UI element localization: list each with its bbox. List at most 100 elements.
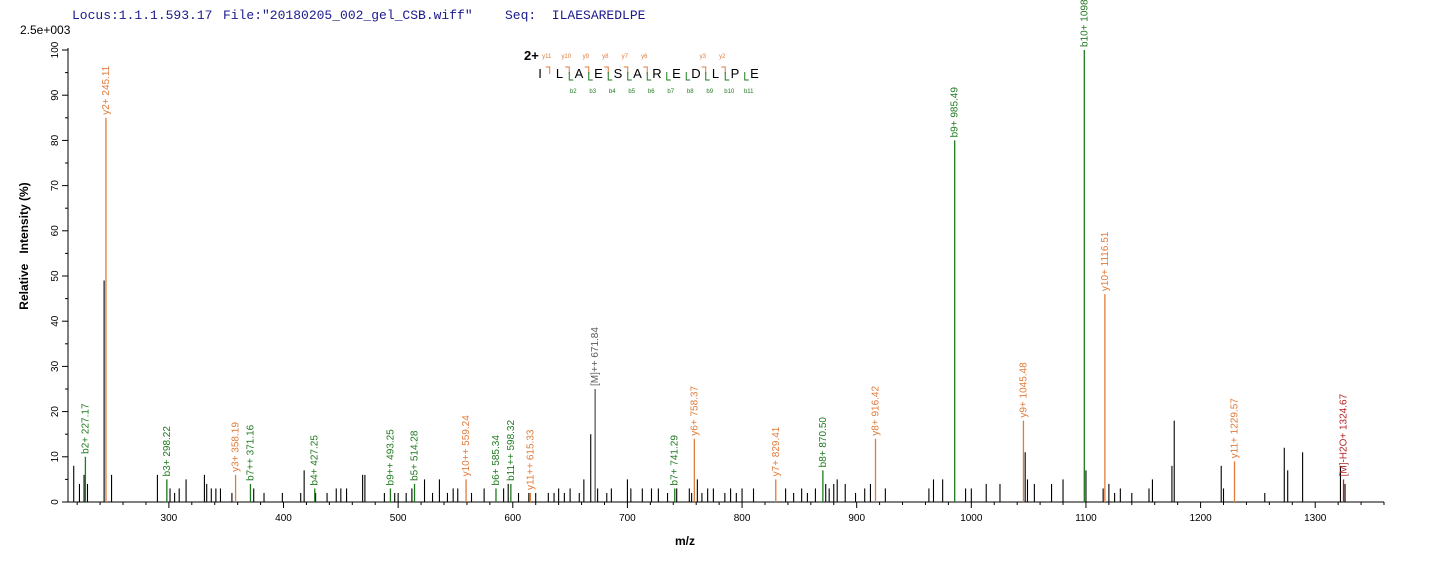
peak-label: b7+ 741.29 bbox=[670, 435, 681, 486]
peak-label: b3+ 298.22 bbox=[162, 426, 173, 477]
b-ion-label: b4 bbox=[609, 89, 616, 95]
b-ion-label: b2 bbox=[570, 89, 577, 95]
sequence-residue: L bbox=[712, 66, 719, 81]
b-cleavage-mark bbox=[744, 72, 749, 81]
y-tick-label: 70 bbox=[50, 180, 61, 192]
sequence-residue: E bbox=[750, 66, 759, 81]
y-tick-label: 30 bbox=[50, 360, 61, 372]
b-ion-label: b11 bbox=[744, 89, 754, 95]
peak-label: y11+ 1229.57 bbox=[1229, 398, 1240, 459]
peak-label: b2+ 227.17 bbox=[80, 403, 91, 454]
sequence-residue: I bbox=[538, 66, 542, 81]
peak-label: y7+ 829.41 bbox=[771, 426, 782, 476]
x-tick-label: 800 bbox=[734, 513, 751, 524]
y-cleavage-mark bbox=[701, 66, 707, 74]
peak-label: [M]-H2O+ 1324.67 bbox=[1338, 393, 1349, 476]
sequence-residue: E bbox=[594, 66, 603, 81]
x-tick-label: 1100 bbox=[1075, 513, 1097, 524]
locus-label: Locus:1.1.1.593.17 bbox=[72, 8, 213, 23]
y-tick-label: 20 bbox=[50, 406, 61, 418]
sequence-residue: A bbox=[575, 66, 584, 81]
sequence-label: Seq: ILAESAREDLPE bbox=[505, 8, 646, 23]
x-tick-label: 300 bbox=[161, 513, 178, 524]
y-cleavage-mark bbox=[623, 66, 629, 74]
peaks-group bbox=[73, 50, 1346, 502]
y-tick-label: 40 bbox=[50, 315, 61, 327]
x-tick-label: 400 bbox=[275, 513, 292, 524]
sequence-residue: D bbox=[691, 66, 700, 81]
b-cleavage-mark bbox=[646, 72, 652, 81]
sequence-residue: L bbox=[556, 66, 563, 81]
b-cleavage-mark bbox=[724, 72, 730, 81]
y-tick-label: 60 bbox=[50, 225, 61, 237]
y-cleavage-mark bbox=[721, 66, 726, 74]
y-tick-label: 10 bbox=[50, 451, 61, 463]
x-tick-label: 900 bbox=[848, 513, 865, 524]
y-cleavage-mark bbox=[643, 66, 648, 74]
y-tick-label: 50 bbox=[50, 270, 61, 282]
b-ion-label: b7 bbox=[667, 89, 674, 95]
b-cleavage-mark bbox=[666, 72, 671, 81]
y-ion-label: y6 bbox=[641, 54, 648, 60]
x-tick-label: 1300 bbox=[1304, 513, 1327, 524]
peak-label: y10++ 559.24 bbox=[461, 415, 472, 477]
y-cleavage-mark bbox=[584, 66, 590, 74]
y-max-label: 2.5e+003 bbox=[20, 23, 71, 37]
y-ion-label: y10 bbox=[561, 54, 571, 60]
b-ion-label: b8 bbox=[687, 89, 694, 95]
b-ion-label: b5 bbox=[628, 89, 635, 95]
b-ion-label: b6 bbox=[648, 89, 655, 95]
x-tick-label: 1200 bbox=[1189, 513, 1212, 524]
sequence-residue: A bbox=[633, 66, 642, 81]
y-ion-label: y3 bbox=[700, 54, 707, 60]
y-ion-label: y11 bbox=[542, 54, 552, 60]
b-ion-label: b10 bbox=[724, 89, 735, 95]
spectrum-header: Locus:1.1.1.593.17 File:"20180205_002_ge… bbox=[0, 0, 1436, 40]
peak-label: y2+ 245.11 bbox=[101, 65, 112, 114]
x-tick-label: 1000 bbox=[960, 513, 983, 524]
peak-label: y6+ 758.37 bbox=[689, 386, 700, 436]
peak-label: y11++ 615.33 bbox=[525, 429, 536, 490]
x-axis-title: m/z bbox=[675, 534, 695, 548]
x-tick-label: 700 bbox=[619, 513, 636, 524]
y-cleavage-mark bbox=[545, 66, 551, 74]
peak-label: b9++ 493.25 bbox=[385, 429, 396, 486]
y-ion-label: y8 bbox=[602, 54, 609, 60]
peak-label: y3+ 358.19 bbox=[231, 422, 242, 472]
peak-label: y8+ 916.42 bbox=[871, 386, 882, 436]
x-tick-label: 500 bbox=[390, 513, 407, 524]
x-tick-label: 600 bbox=[504, 513, 521, 524]
peak-label: b8+ 870.50 bbox=[818, 417, 829, 468]
peak-label: b11++ 598.32 bbox=[506, 419, 517, 480]
b-cleavage-mark bbox=[685, 72, 691, 81]
y-ion-label: y2 bbox=[719, 54, 726, 60]
sequence-residue: P bbox=[731, 66, 740, 81]
peak-label: b10+ 1098.57 bbox=[1079, 0, 1090, 47]
b-cleavage-mark bbox=[627, 72, 632, 81]
peak-label: [M]++ 671.84 bbox=[590, 327, 601, 386]
y-tick-label: 90 bbox=[50, 89, 61, 101]
y-cleavage-mark bbox=[565, 66, 570, 74]
y-tick-label: 0 bbox=[50, 499, 61, 505]
b-ion-label: b3 bbox=[589, 89, 596, 95]
peak-labels-group: b2+ 227.17 y2+ 245.11 b3+ 298.22 y3+ 358.19… bbox=[80, 0, 1349, 490]
peak-label: b7++ 371.16 bbox=[245, 424, 256, 481]
peak-label: b5+ 514.28 bbox=[410, 430, 421, 481]
sequence-residue: S bbox=[614, 66, 623, 81]
axes-group: 300 400 500 600 700 800 900 1000 1100 1200 1300 0 10… bbox=[50, 41, 1385, 524]
file-label: File:"20180205_002_gel_CSB.wiff" bbox=[223, 8, 473, 23]
y-cleavage-mark bbox=[604, 66, 609, 74]
peak-label: y10+ 1116.51 bbox=[1100, 231, 1111, 291]
y-axis-title: Relative Intensity (%) bbox=[17, 182, 31, 309]
peak-label: b9+ 985.49 bbox=[950, 87, 961, 138]
b-cleavage-mark bbox=[568, 72, 574, 81]
b-cleavage-mark bbox=[705, 72, 710, 81]
peak-label: b4+ 427.25 bbox=[310, 435, 321, 486]
b-ion-label: b9 bbox=[706, 89, 713, 95]
b-cleavage-mark bbox=[588, 72, 593, 81]
y-ion-label: y7 bbox=[622, 54, 629, 60]
peak-label: b6+ 585.34 bbox=[491, 435, 502, 486]
charge-state: 2+ bbox=[524, 48, 539, 63]
